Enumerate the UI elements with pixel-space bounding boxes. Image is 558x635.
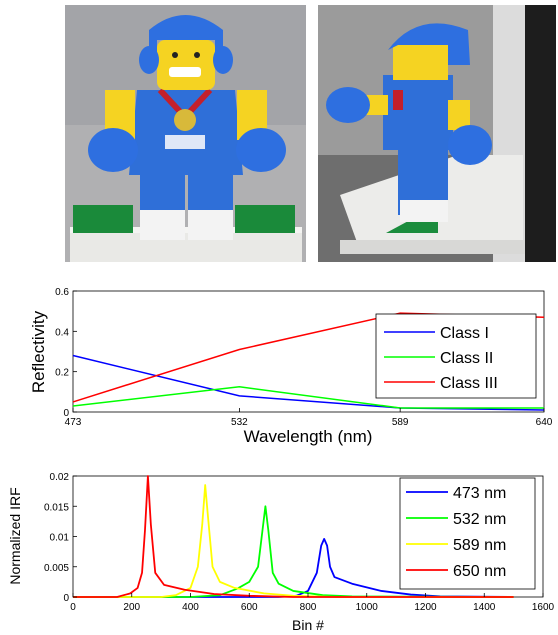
irf-series-line — [73, 484, 514, 598]
irf-legend-label: 589 nm — [453, 537, 506, 554]
reflectivity-legend-label: Class III — [440, 375, 498, 392]
irf-legend: 473 nm 532 nm 589 nm 650 nm — [399, 477, 536, 590]
irf-y-tick-label: 0.015 — [44, 502, 69, 513]
reflectivity-x-tick-label: 532 — [231, 417, 248, 428]
reflectivity-chart: 473 532 589 640 00.20.40.6 Wavelength (nm) … — [29, 287, 553, 446]
reflectivity-legend-label: Class I — [440, 325, 489, 342]
irf-x-tick-label: 200 — [123, 602, 140, 613]
irf-series-line — [73, 538, 514, 598]
irf-x-tick-label: 400 — [182, 602, 199, 613]
irf-x-tick-label: 800 — [300, 602, 317, 613]
reflectivity-series-line — [72, 386, 544, 409]
reflectivity-legend-label: Class II — [440, 350, 493, 367]
irf-series-line — [73, 505, 514, 598]
irf-legend-label: 473 nm — [453, 485, 506, 502]
reflectivity-y-tick-label: 0.6 — [55, 287, 69, 298]
irf-y-tick-label: 0.005 — [44, 563, 69, 574]
irf-x-tick-label: 600 — [241, 602, 258, 613]
reflectivity-x-tick-label: 640 — [536, 417, 553, 428]
irf-x-tick-label: 1000 — [356, 602, 379, 613]
irf-x-tick-label: 1400 — [473, 602, 496, 613]
irf-x-tick-label: 1200 — [414, 602, 437, 613]
irf-x-tick-label: 0 — [70, 602, 76, 613]
irf-chart: 0 200 400 600 800 1000 1200 1400 1600 0 0.005 0.01… — [7, 472, 555, 633]
irf-x-tick-label: 1600 — [532, 602, 555, 613]
irf-series-line — [73, 475, 514, 598]
reflectivity-plot-frame — [72, 290, 545, 413]
irf-y-tick-label: 0.01 — [50, 533, 70, 544]
irf-legend-label: 532 nm — [453, 511, 506, 528]
reflectivity-x-tick-label: 473 — [65, 417, 82, 428]
irf-y-axis-label: Normalized IRF — [7, 487, 23, 584]
reflectivity-y-tick-label: 0.4 — [55, 327, 69, 338]
irf-x-axis-label: Bin # — [292, 617, 324, 633]
irf-legend-label: 650 nm — [453, 563, 506, 580]
boxer-minifigure-front-photo — [65, 5, 306, 262]
reflectivity-x-axis-label: Wavelength (nm) — [244, 427, 373, 446]
reflectivity-y-axis-label: Reflectivity — [29, 310, 48, 393]
boxer-minifigure-side-photo — [318, 5, 556, 262]
reflectivity-y-tick-label: 0 — [63, 408, 69, 419]
irf-y-tick-label: 0 — [63, 593, 69, 604]
reflectivity-legend: Class I Class II Class III — [375, 313, 537, 399]
reflectivity-x-tick-label: 589 — [392, 417, 409, 428]
reflectivity-y-tick-label: 0.2 — [55, 368, 69, 379]
irf-y-tick-label: 0.02 — [50, 472, 70, 483]
